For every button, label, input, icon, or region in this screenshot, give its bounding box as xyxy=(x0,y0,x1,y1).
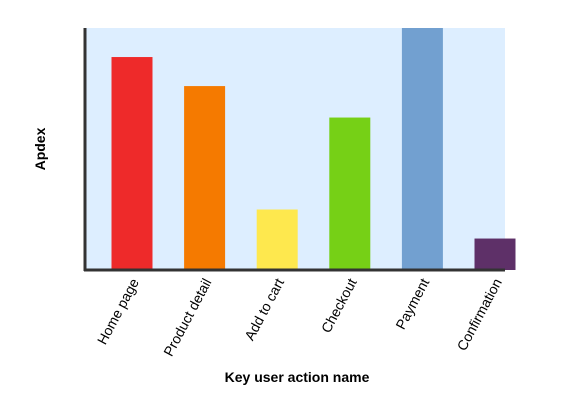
bar xyxy=(401,28,443,270)
x-tick-label: Home page xyxy=(94,275,142,347)
x-axis-title: Key user action name xyxy=(225,369,370,385)
x-tick-label: Payment xyxy=(392,276,432,332)
bar xyxy=(184,86,226,270)
bar xyxy=(474,238,516,270)
bar xyxy=(111,57,153,270)
bar xyxy=(256,209,298,270)
x-tick-label: Confirmation xyxy=(454,276,505,354)
x-tick-label: Checkout xyxy=(318,276,360,336)
y-axis-title: Apdex xyxy=(32,127,48,170)
bar xyxy=(329,117,371,270)
x-tick-label: Add to cart xyxy=(241,276,287,343)
x-tick-label: Product detail xyxy=(160,276,214,359)
